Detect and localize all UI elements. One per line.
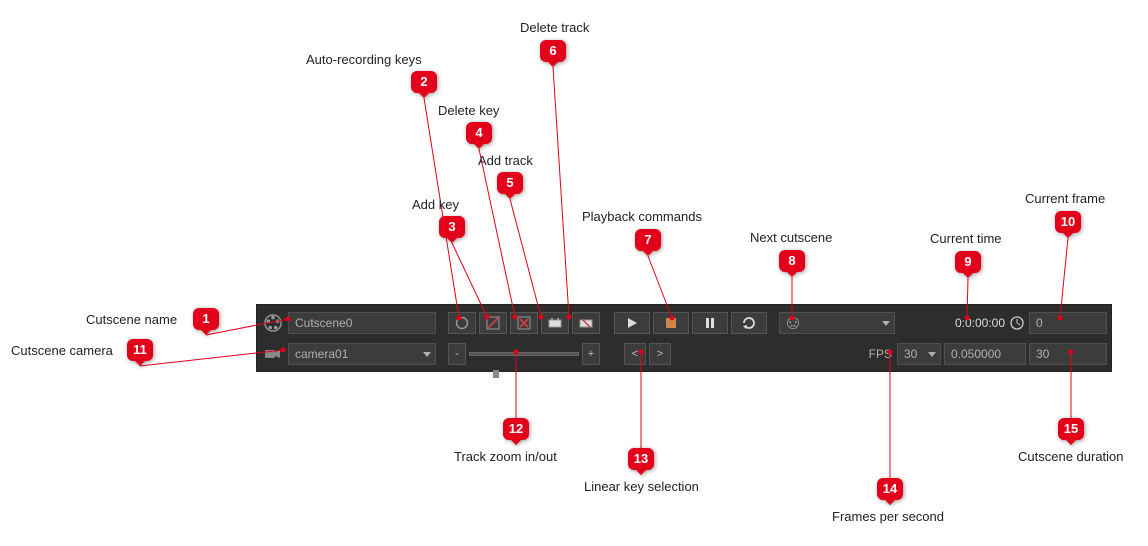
loop-button[interactable] xyxy=(731,312,767,334)
annotation-badge: 9 xyxy=(955,251,981,273)
pause-button[interactable] xyxy=(692,312,728,334)
camera-icon xyxy=(261,342,285,366)
leader-lines xyxy=(0,0,1148,546)
annotation-label: Next cutscene xyxy=(750,230,832,245)
annotation-badge: 6 xyxy=(540,40,566,62)
fps-label: FPS xyxy=(869,347,892,361)
annotation-label: Add key xyxy=(412,197,459,212)
annotation-label: Delete track xyxy=(520,20,589,35)
fps-select[interactable]: 30 xyxy=(897,343,941,365)
delete-key-button[interactable] xyxy=(510,312,538,334)
play-button[interactable] xyxy=(614,312,650,334)
annotation-label: Linear key selection xyxy=(584,479,699,494)
annotation-label: Frames per second xyxy=(832,509,944,524)
diagram-canvas: Cutscene0 xyxy=(0,0,1148,546)
chevron-down-icon xyxy=(423,352,431,357)
annotation-label: Auto-recording keys xyxy=(306,52,422,67)
annotation-badge: 1 xyxy=(193,308,219,330)
frame-period-field[interactable]: 0.050000 xyxy=(944,343,1026,365)
annotation-badge: 14 xyxy=(877,478,903,500)
prev-key-button[interactable]: < xyxy=(624,343,646,365)
next-film-icon xyxy=(786,316,800,330)
film-reel-icon xyxy=(261,311,285,335)
fps-value-text: 30 xyxy=(904,347,917,361)
toolbar-row-2: camera01 - + < > FPS 30 0.050000 30 xyxy=(257,339,1111,369)
annotation-badge: 12 xyxy=(503,418,529,440)
current-frame-field[interactable]: 0 xyxy=(1029,312,1107,334)
zoom-slider[interactable] xyxy=(469,352,579,356)
annotation-badge: 7 xyxy=(635,229,661,251)
annotation-label: Delete key xyxy=(438,103,499,118)
annotation-badge: 5 xyxy=(497,172,523,194)
annotation-label: Add track xyxy=(478,153,533,168)
zoom-in-button[interactable]: + xyxy=(582,343,600,365)
annotation-badge: 8 xyxy=(779,250,805,272)
annotation-label: Playback commands xyxy=(582,209,702,224)
duration-text: 30 xyxy=(1036,347,1049,361)
cutscene-toolbar: Cutscene0 xyxy=(256,304,1112,372)
add-key-button[interactable] xyxy=(479,312,507,334)
next-cutscene-select[interactable] xyxy=(779,312,895,334)
annotation-badge: 11 xyxy=(127,339,153,361)
annotation-badge: 10 xyxy=(1055,211,1081,233)
current-frame-text: 0 xyxy=(1036,316,1043,330)
zoom-out-button[interactable]: - xyxy=(448,343,466,365)
chevron-down-icon xyxy=(928,352,936,357)
annotation-label: Cutscene name xyxy=(86,312,177,327)
annotation-badge: 2 xyxy=(411,71,437,93)
annotation-badge: 3 xyxy=(439,216,465,238)
frame-period-text: 0.050000 xyxy=(951,347,1001,361)
camera-select[interactable]: camera01 xyxy=(288,343,436,365)
auto-record-button[interactable] xyxy=(448,312,476,334)
annotation-label: Cutscene duration xyxy=(1018,449,1124,464)
duration-field[interactable]: 30 xyxy=(1029,343,1107,365)
annotation-label: Current time xyxy=(930,231,1002,246)
cutscene-name-field[interactable]: Cutscene0 xyxy=(288,312,436,334)
annotation-badge: 15 xyxy=(1058,418,1084,440)
annotation-label: Current frame xyxy=(1025,191,1105,206)
cutscene-name-text: Cutscene0 xyxy=(295,316,352,330)
next-key-button[interactable]: > xyxy=(649,343,671,365)
camera-select-text: camera01 xyxy=(295,347,348,361)
annotation-badge: 4 xyxy=(466,122,492,144)
slider-indicator xyxy=(493,370,499,378)
add-track-button[interactable] xyxy=(541,312,569,334)
current-time-text: 0:0:00:00 xyxy=(955,316,1005,330)
clock-icon xyxy=(1008,311,1026,335)
delete-track-button[interactable] xyxy=(572,312,600,334)
stop-button[interactable] xyxy=(653,312,689,334)
toolbar-row-1: Cutscene0 xyxy=(257,308,1111,338)
annotation-label: Track zoom in/out xyxy=(454,449,557,464)
annotation-label: Cutscene camera xyxy=(11,343,113,358)
annotation-badge: 13 xyxy=(628,448,654,470)
chevron-down-icon xyxy=(882,321,890,326)
